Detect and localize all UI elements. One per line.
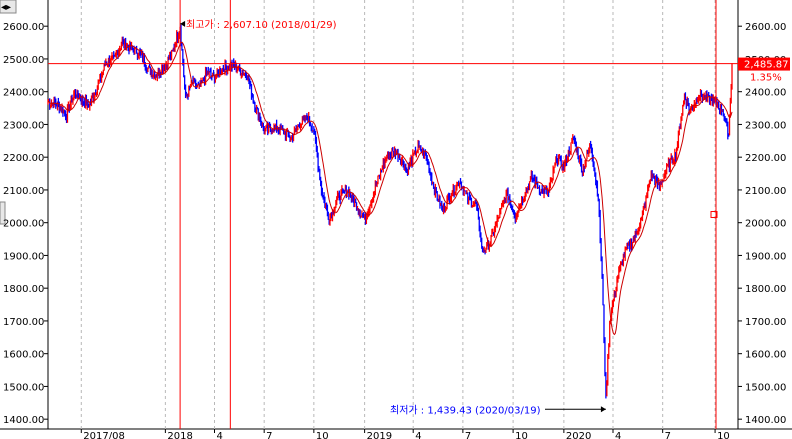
high-annotation-label: 최고가 : 2,607.10 (2018/01/29): [186, 19, 337, 31]
x-tick-label: 7: [266, 431, 272, 439]
y-tick-label-left: 2300.00: [3, 120, 44, 131]
low-arrow-icon: [600, 406, 606, 413]
y-tick-label-right: 2400.00: [745, 88, 786, 99]
y-tick-label-right: 1600.00: [745, 350, 786, 361]
y-tick-label-left: 2400.00: [3, 88, 44, 99]
y-tick-label-left: 1800.00: [3, 284, 44, 295]
x-tick-label: 10: [717, 431, 730, 439]
x-tick-label: 2020: [566, 431, 591, 439]
current-price-label: 2,485.87: [744, 60, 789, 71]
scroll-arrows-icon: ◂▸: [1, 2, 11, 13]
y-tick-label-left: 1600.00: [3, 350, 44, 361]
y-tick-label-right: 2200.00: [745, 153, 786, 164]
moving-average-line: [47, 41, 733, 336]
high-arrow-icon: [180, 20, 186, 27]
y-tick-label-left: 1500.00: [3, 382, 44, 393]
y-tick-label-left: 2200.00: [3, 153, 44, 164]
y-tick-label-right: 1900.00: [745, 251, 786, 262]
y-tick-label-right: 1700.00: [745, 317, 786, 328]
x-tick-label: 10: [515, 431, 528, 439]
y-tick-label-right: 2100.00: [745, 186, 786, 197]
x-tick-label: 4: [415, 431, 421, 439]
y-tick-label-left: 2600.00: [3, 22, 44, 33]
marker-square: [710, 211, 718, 218]
y-tick-label-right: 1500.00: [745, 382, 786, 393]
x-tick-label: 4: [615, 431, 621, 439]
scroll-arrows-box[interactable]: [0, 0, 17, 14]
x-tick-label: 7: [665, 431, 671, 439]
y-tick-label-left: 2500.00: [3, 55, 44, 66]
y-tick-label-left: 2000.00: [3, 219, 44, 230]
y-tick-label-left: 2100.00: [3, 186, 44, 197]
current-price-tag: [738, 57, 790, 71]
x-tick-label: 4: [216, 431, 222, 439]
low-annotation-label: 최저가 : 1,439.43 (2020/03/19): [390, 404, 541, 416]
y-tick-label-right: 2300.00: [745, 120, 786, 131]
x-tick-label: 7: [465, 431, 471, 439]
y-tick-label-left: 1700.00: [3, 317, 44, 328]
change-percent-label: 1.35%: [750, 73, 782, 84]
x-tick-label: 2019: [367, 431, 392, 439]
x-tick-label: 2017/08: [83, 431, 125, 439]
y-tick-label-right: 1800.00: [745, 284, 786, 295]
y-tick-label-right: 1400.00: [745, 415, 786, 426]
left-collapse-icon[interactable]: [0, 201, 6, 225]
x-tick-label: 2018: [167, 431, 192, 439]
x-tick-label: 10: [316, 431, 329, 439]
y-tick-label-left: 1400.00: [3, 415, 44, 426]
y-tick-label-right: 2000.00: [745, 219, 786, 230]
y-tick-label-left: 1900.00: [3, 251, 44, 262]
y-tick-label-right: 2600.00: [745, 22, 786, 33]
